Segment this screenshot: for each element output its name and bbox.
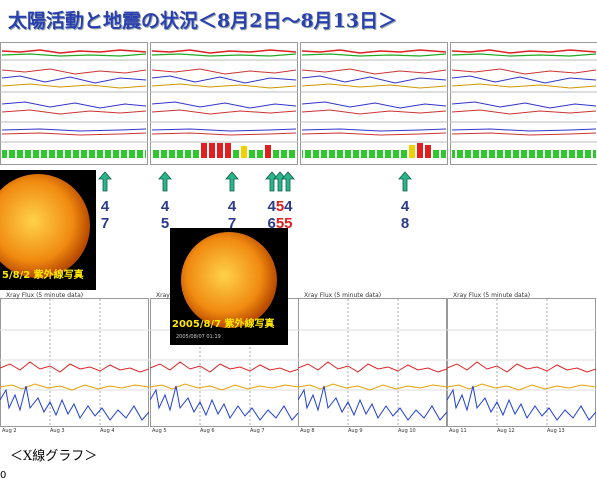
quake-count: 8 [400,215,410,232]
day-label: Aug 5 [152,428,167,434]
day-label: Aug 10 [398,428,416,434]
day-label: Aug 7 [250,428,265,434]
caption: ＜X線グラフ＞ [10,449,98,464]
day-label: Aug 3 [50,428,65,434]
sun-photo: 2005/8/7 紫外線写真 2005/08/07 01:19 [170,228,288,345]
day-label: Aug 2 [2,428,17,434]
quake-count: 4 [100,198,110,215]
quake-count-group: 454 [260,198,300,215]
quake-count: 6 [267,215,276,232]
quake-count-group: 655 [260,215,300,232]
xray-title: Xray Flux (5 minute data) [6,292,83,299]
page-number: 0 [0,470,7,481]
photo-stamp: 2005/08/07 01:19 [176,334,221,340]
xray-plots: Xray Flux (5 minute data) Xray Flux (5 m… [0,292,596,434]
quake-count: 5 [275,198,285,215]
day-label: Aug 8 [300,428,315,434]
photo-caption: 2005/8/7 紫外線写真 [172,317,275,330]
xray-title: Xray Flux (5 minute data) [453,292,530,299]
quake-count: 4 [267,198,276,215]
quake-count: 5 [275,215,285,232]
quake-count: 7 [100,215,110,232]
quake-count: 4 [160,198,170,215]
day-label: Aug 9 [348,428,363,434]
sun-photo: 5/8/2 紫外線写真 [0,170,96,290]
quake-count: 4 [284,198,293,215]
day-label: Aug 11 [449,428,467,434]
day-label: Aug 6 [200,428,215,434]
photo-caption: 5/8/2 紫外線写真 [2,268,84,281]
quake-count: 7 [227,215,237,232]
title: 太陽活動と地震の状況＜8月2日～8月13日＞ [8,10,398,32]
quake-count: 4 [227,198,237,215]
quake-count: 5 [160,215,170,232]
xray-title: Xray Flux (5 minute data) [304,292,381,299]
solar-wind-plots [0,43,597,165]
quake-count: 4 [400,198,410,215]
day-label: Aug 13 [547,428,565,434]
day-label: Aug 12 [497,428,515,434]
day-label: Aug 4 [100,428,115,434]
quake-count: 5 [284,215,293,232]
arrows [98,171,412,192]
